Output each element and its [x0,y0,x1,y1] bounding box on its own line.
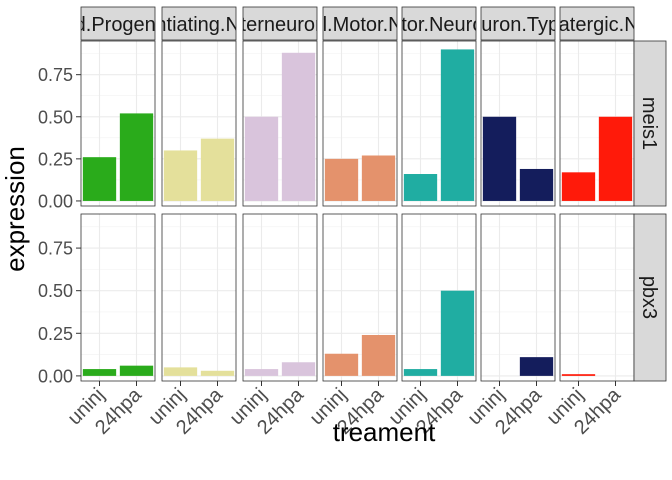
facet-panels [80,40,635,382]
bar-meis1-uninj [482,116,517,201]
y-axes: 0.00 0.25 0.50 0.75 0.00 0.25 0.50 0.75 [38,65,81,386]
facet-panel-border [322,213,398,382]
bar-meis1-uninj [82,157,117,201]
facet-panel-border [322,40,398,207]
bar-meis1-24hpa [361,155,396,201]
facet-panel [481,214,555,381]
column-strip-label: Neuron.Types [456,14,581,36]
column-strip-label: Visceral.Motor.Neurons [256,14,464,36]
y-tick-label: 0.75 [38,65,73,85]
facet-panel-border [161,213,237,382]
bar-pbx3-uninj [561,374,596,376]
row-strips: meis1 pbx3 [633,40,667,382]
facet-panel-border [242,40,318,207]
facet-panel [243,214,317,381]
facet-panel [162,214,236,381]
bar-pbx3-uninj [244,369,279,376]
row-strip-pbx3 [633,213,667,382]
column-strip-label: Glutamatergic.Neurons [494,14,672,36]
bar-pbx3-uninj [163,367,198,376]
y-tick-label: 0.75 [38,239,73,259]
y-tick-label: 0.25 [38,149,73,169]
bar-meis1-24hpa [281,52,316,201]
facet-panel-border [480,213,556,382]
y-tick-label: 0.50 [38,281,73,301]
column-strip [322,6,398,41]
column-strip [80,6,156,41]
y-tick-label: 0.00 [38,191,73,211]
bar-meis1-24hpa [519,168,554,201]
bar-meis1-24hpa [440,49,475,201]
bar-meis1-24hpa [119,113,154,201]
column-strip [401,6,477,41]
x-axis-title: treament [333,417,436,447]
row-strip-meis1 [633,40,667,207]
column-strip-label: Interneurons [224,14,336,36]
bar-pbx3-24hpa [200,370,235,376]
bar-pbx3-uninj [324,353,359,376]
bar-pbx3-24hpa [361,334,396,376]
y-tick-label: 0.50 [38,107,73,127]
y-tick-label: 0.25 [38,324,73,344]
column-strips: Cord.ProgenitorsDifferentiating.NeuronsI… [42,6,672,41]
facet-panel-border [401,40,477,207]
column-strip [242,6,318,41]
row-strip-label: pbx3 [638,276,660,319]
bar-pbx3-24hpa [119,365,154,376]
bar-pbx3-uninj [403,369,438,376]
column-strip-label: Cord.Progenitors [42,14,193,36]
bar-meis1-uninj [561,172,596,201]
y-tick-label: 0.00 [38,366,73,386]
facet-panel-border [401,213,477,382]
facet-panel-border [480,40,556,207]
column-strip [480,6,556,41]
facet-panel-border [161,40,237,207]
facet-panel-border [80,213,156,382]
bar-pbx3-24hpa [440,290,475,376]
y-axis-title: expression [0,146,30,272]
bar-meis1-uninj [324,158,359,201]
bar-pbx3-24hpa [519,357,554,376]
bar-meis1-24hpa [200,138,235,201]
column-strip [161,6,237,41]
facet-panel [560,214,634,381]
facet-panel-border [242,213,318,382]
bar-meis1-uninj [163,150,198,201]
bar-meis1-24hpa [598,116,633,201]
row-strip-label: meis1 [638,97,660,150]
bar-meis1-uninj [403,174,438,201]
bar-meis1-uninj [244,116,279,201]
column-strip-label: Motor.Neurons [373,14,504,36]
column-strip [559,6,635,41]
column-strip-label: Differentiating.Neurons [97,14,301,36]
facet-panel [81,214,155,381]
bar-pbx3-24hpa [281,362,316,376]
bar-pbx3-uninj [82,369,117,376]
facet-panel-border [80,40,156,207]
